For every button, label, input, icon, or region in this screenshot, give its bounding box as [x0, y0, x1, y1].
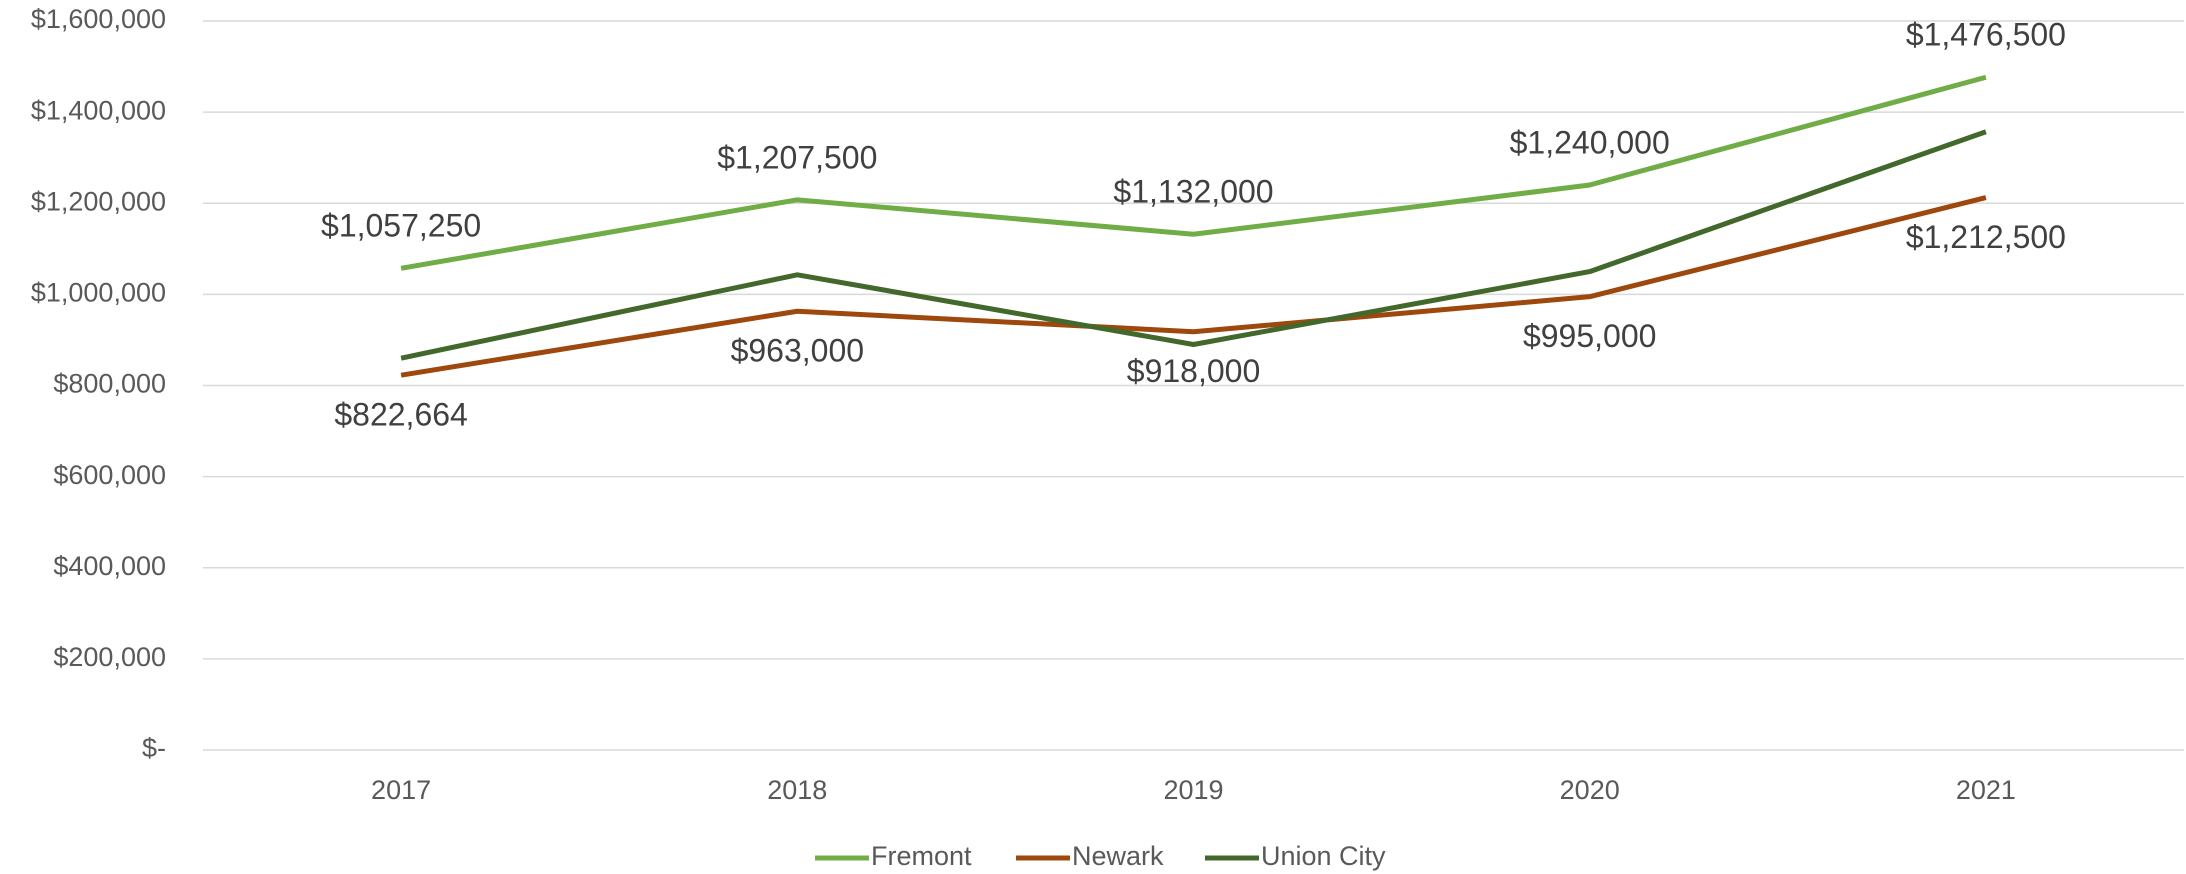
y-tick-label: $1,600,000 [31, 4, 166, 34]
y-tick-label: $200,000 [53, 642, 166, 672]
legend-label: Union City [1261, 841, 1386, 871]
legend-label: Newark [1072, 841, 1164, 871]
x-tick-label: 2020 [1560, 775, 1620, 805]
y-tick-label: $600,000 [53, 460, 166, 490]
series-line [400, 195, 1987, 378]
data-label: $822,664 [334, 397, 467, 433]
x-tick-label: 2019 [1163, 775, 1223, 805]
y-tick-label: $1,400,000 [31, 95, 166, 125]
data-label: $918,000 [1127, 353, 1260, 389]
legend-label: Fremont [871, 841, 972, 871]
data-label: $1,207,500 [717, 139, 877, 175]
x-tick-label: 2018 [767, 775, 827, 805]
y-tick-label: $1,000,000 [31, 278, 166, 308]
data-label: $1,476,500 [1906, 17, 2066, 53]
data-label: $1,240,000 [1510, 124, 1670, 160]
data-label: $963,000 [731, 333, 864, 369]
x-tick-label: 2017 [371, 775, 431, 805]
series-line [400, 74, 1987, 271]
y-tick-label: $800,000 [53, 369, 166, 399]
data-label: $995,000 [1523, 318, 1656, 354]
y-tick-label: $400,000 [53, 551, 166, 581]
data-label: $1,132,000 [1113, 174, 1273, 210]
data-label: $1,212,500 [1906, 219, 2066, 255]
x-tick-label: 2021 [1956, 775, 2016, 805]
data-label: $1,057,250 [321, 208, 481, 244]
y-tick-label: $- [142, 733, 166, 763]
series-line [400, 129, 1987, 361]
y-tick-label: $1,200,000 [31, 186, 166, 216]
